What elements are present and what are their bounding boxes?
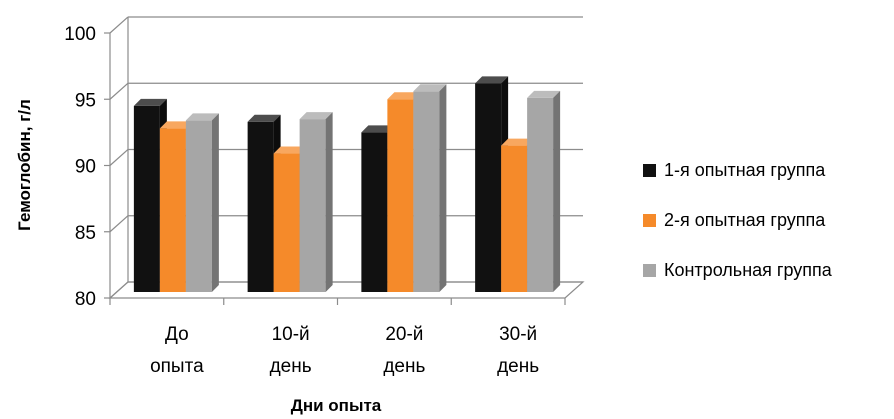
bar-top [299, 112, 333, 120]
bar-front [159, 128, 186, 292]
gridline-side [109, 215, 129, 233]
bar-top [361, 125, 395, 133]
y-tick-label: 85 [75, 223, 96, 244]
legend-item-series-1: 1-я опытная группа [643, 158, 832, 182]
bar-top [133, 98, 167, 106]
x-axis-ticks: До опыта 10-й день 20-й день 30-й день [109, 298, 566, 377]
bar [299, 112, 333, 292]
bar-top [247, 114, 281, 122]
legend-item-series-2: 2-я опытная группа [643, 208, 832, 232]
x-axis-title: Дни опыта [291, 396, 382, 415]
bar-front [413, 91, 440, 293]
y-axis-title: Гемоглобин, г/л [15, 99, 34, 231]
bar-front [387, 99, 414, 292]
legend-swatch [643, 263, 656, 277]
bar-side [211, 113, 219, 292]
legend-swatch [643, 213, 656, 227]
gridline-side [109, 82, 129, 100]
bar-front [133, 105, 160, 292]
bar-front [247, 121, 274, 292]
legend-label: Контрольная группа [664, 259, 832, 280]
chart-floor [108, 281, 585, 299]
x-tick-label: 20-й день [383, 324, 425, 377]
bar-top [501, 138, 535, 146]
chart-bars [133, 76, 561, 293]
bar-top [413, 84, 447, 92]
bar-front [361, 132, 388, 292]
bar-front [475, 83, 502, 292]
bar-side [553, 90, 561, 293]
x-tick-label: 10-й день [270, 324, 312, 377]
bar-front [273, 153, 300, 292]
bar-top [185, 113, 219, 121]
x-tick-label: До опыта [150, 324, 204, 377]
bar-top [527, 90, 561, 98]
bar-front [501, 145, 528, 292]
gridline-side [109, 149, 129, 166]
bar-top [475, 76, 509, 84]
x-tick-label: 30-й день [497, 324, 539, 377]
gridline-side [109, 16, 129, 34]
bar-front [185, 120, 212, 292]
bar [413, 84, 447, 293]
bar-front [527, 97, 554, 293]
y-tick-label: 100 [64, 24, 96, 45]
bar-top [387, 92, 421, 100]
bar [185, 113, 219, 292]
legend-item-series-3: Контрольная группа [643, 258, 832, 282]
y-tick-label: 80 [75, 289, 96, 310]
y-tick-label: 90 [75, 157, 96, 178]
bar-top [273, 146, 307, 154]
legend-swatch [643, 163, 656, 177]
legend-label: 2-я опытная группа [664, 209, 826, 230]
bar-top [159, 121, 193, 129]
legend-label: 1-я опытная группа [664, 159, 826, 180]
chart-legend: 1-я опытная группа 2-я опытная группа Ко… [643, 158, 832, 308]
bar [527, 90, 561, 293]
bar-side [439, 84, 447, 293]
y-axis-ticks: 80 85 90 95 100 [64, 24, 110, 310]
bar-front [299, 119, 326, 292]
bar-side [325, 112, 333, 292]
y-tick-label: 95 [75, 90, 96, 111]
